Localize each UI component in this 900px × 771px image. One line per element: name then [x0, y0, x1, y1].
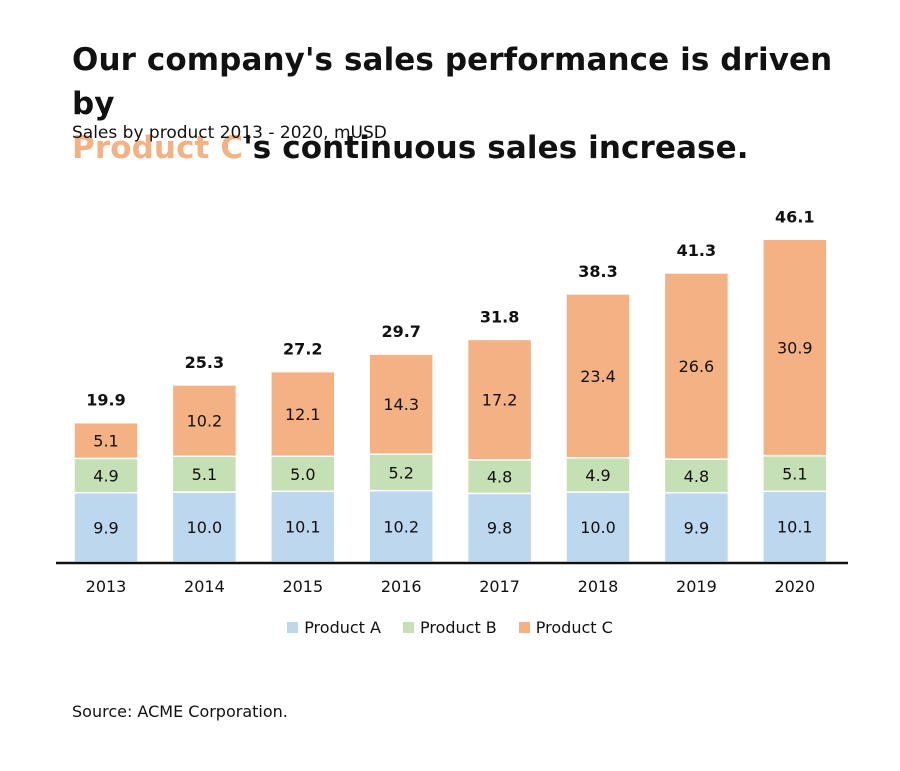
x-tick-label-2015: 2015	[282, 577, 323, 596]
legend-swatch-product-a	[287, 622, 299, 633]
chart-subtitle: Sales by product 2013 - 2020, mUSD	[72, 123, 387, 143]
data-label-product-b-2013: 4.9	[93, 467, 118, 486]
data-label-product-b-2017: 4.8	[487, 468, 512, 487]
total-label-2017: 31.8	[480, 307, 519, 326]
bar-product-c-2019	[663, 272, 730, 460]
data-label-product-a-2014: 10.0	[187, 518, 223, 537]
total-label-2013: 19.9	[86, 391, 125, 410]
data-label-product-b-2019: 4.8	[684, 467, 709, 486]
bar-product-a-2016	[368, 489, 434, 563]
bar-product-c-2017	[466, 338, 533, 461]
bar-product-a-2018	[565, 491, 631, 563]
legend-swatch-product-c	[518, 622, 530, 633]
x-tick-label-2017: 2017	[479, 577, 520, 596]
data-label-product-c-2015: 12.1	[285, 405, 321, 424]
data-label-product-c-2020: 30.9	[777, 338, 813, 357]
bar-product-c-2016	[368, 353, 434, 455]
data-label-product-c-2016: 14.3	[383, 395, 419, 414]
total-label-2014: 25.3	[185, 353, 224, 372]
title-highlight: Product C	[72, 130, 244, 166]
total-label-2015: 27.2	[283, 340, 322, 359]
data-label-product-a-2018: 10.0	[580, 518, 616, 537]
bar-product-c-2015	[270, 370, 336, 458]
total-label-2016: 29.7	[381, 322, 420, 341]
total-label-2020: 46.1	[775, 207, 814, 226]
data-label-product-c-2014: 10.2	[187, 412, 223, 431]
legend-item-product-a: Product A	[287, 618, 381, 637]
data-label-product-b-2015: 5.0	[290, 465, 315, 484]
legend-label-product-c: Product C	[535, 618, 613, 637]
chart-title: Our company's sales performance is drive…	[72, 38, 872, 170]
bar-product-c-2018	[565, 293, 631, 459]
x-tick-label-2019: 2019	[676, 577, 717, 596]
legend-item-product-b: Product B	[402, 618, 497, 637]
bar-product-a-2019	[663, 491, 730, 563]
data-label-product-c-2019: 26.6	[679, 357, 715, 376]
x-tick-label-2013: 2013	[86, 577, 127, 596]
x-tick-label-2018: 2018	[578, 577, 619, 596]
title-line-1: Our company's sales performance is drive…	[72, 42, 833, 122]
bar-product-b-2019	[663, 458, 730, 494]
bar-product-b-2016	[368, 453, 434, 492]
data-label-product-a-2016: 10.2	[383, 517, 419, 536]
bar-product-b-2015	[270, 455, 336, 493]
bar-product-a-2017	[466, 492, 533, 563]
data-label-product-a-2017: 9.8	[487, 519, 512, 538]
data-label-product-c-2013: 5.1	[93, 432, 118, 451]
stacked-bar-chart: 9.9 4.9 5.1 19.9 2013 10.0 5.1 10.2 25.3 2014 10.1…	[56, 207, 848, 596]
legend-label-product-b: Product B	[419, 618, 497, 637]
legend-swatch-product-b	[402, 622, 414, 633]
data-label-product-a-2013: 9.9	[93, 518, 118, 537]
data-label-product-b-2014: 5.1	[192, 465, 217, 484]
data-label-product-b-2020: 5.1	[782, 464, 807, 483]
data-label-product-a-2015: 10.1	[285, 518, 321, 537]
data-label-product-a-2020: 10.1	[777, 518, 813, 537]
x-tick-label-2016: 2016	[381, 577, 422, 596]
title-line-2: 's continuous sales increase.	[243, 130, 749, 166]
source-note: Source: ACME Corporation.	[72, 702, 288, 721]
legend-label-product-a: Product A	[304, 618, 381, 637]
data-label-product-b-2018: 4.9	[585, 466, 610, 485]
bar-product-a-2015	[270, 490, 336, 563]
chart-legend: Product A Product B Product C	[0, 618, 900, 637]
data-label-product-b-2016: 5.2	[388, 463, 413, 482]
bar-product-b-2020	[762, 454, 828, 493]
bar-product-b-2017	[466, 459, 533, 495]
data-label-product-c-2017: 17.2	[482, 391, 518, 410]
bar-product-c-2014	[171, 384, 238, 458]
x-tick-label-2014: 2014	[184, 577, 225, 596]
bar-product-c-2020	[762, 238, 828, 457]
data-label-product-c-2018: 23.4	[580, 367, 616, 386]
bar-product-b-2018	[565, 456, 631, 493]
total-label-2019: 41.3	[677, 241, 716, 260]
bar-product-c-2013	[73, 421, 139, 460]
data-label-product-a-2019: 9.9	[684, 518, 709, 537]
x-tick-label-2020: 2020	[774, 577, 815, 596]
legend-item-product-c: Product C	[518, 618, 613, 637]
total-label-2018: 38.3	[578, 262, 617, 281]
